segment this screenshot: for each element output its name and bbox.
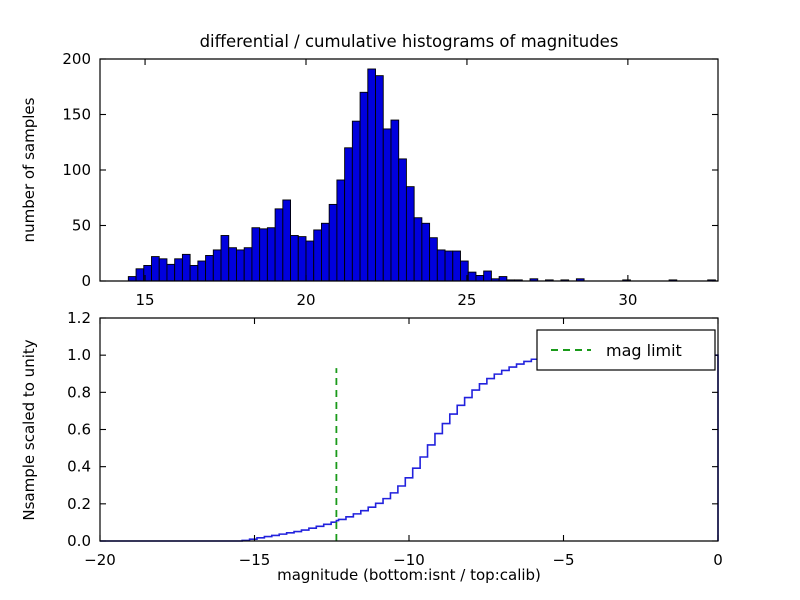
histogram-bar (136, 269, 144, 281)
histogram-bar (275, 209, 283, 281)
histogram-bar (337, 180, 345, 281)
histogram-bar (422, 223, 430, 281)
histogram-bar (383, 129, 391, 281)
legend[interactable]: mag limit (537, 330, 715, 370)
histogram-bar (476, 275, 484, 281)
histogram-bar (298, 237, 306, 281)
matplotlib-figure: differential / cumulative histograms of … (0, 0, 800, 600)
bottom-x-axis-label: magnitude (bottom:isnt / top:calib) (277, 566, 541, 584)
histogram-bar (437, 250, 445, 281)
histogram-bar (399, 159, 407, 281)
histogram-bar (468, 272, 476, 281)
x-tick-label: 20 (296, 291, 315, 309)
histogram-bar (376, 76, 384, 281)
histogram-bar (406, 187, 414, 281)
histogram-bar (414, 218, 422, 281)
y-tick-label: 1.2 (67, 309, 91, 327)
histogram-bar (221, 235, 229, 281)
histogram-bar (314, 230, 322, 281)
y-tick-label: 200 (62, 50, 91, 68)
x-tick-label: −15 (239, 551, 271, 569)
histogram-bar (453, 251, 461, 281)
y-tick-label: 0.2 (67, 495, 91, 513)
x-tick-label: −5 (552, 551, 574, 569)
y-tick-label: 150 (62, 106, 91, 124)
y-tick-label: 0.8 (67, 383, 91, 401)
top-y-axis-label: number of samples (20, 97, 38, 242)
histogram-bar (329, 204, 337, 281)
histogram-bar (321, 223, 329, 281)
histogram-bar (229, 248, 237, 281)
figure-title: differential / cumulative histograms of … (200, 32, 619, 51)
y-tick-label: 50 (72, 217, 91, 235)
histogram-bars (128, 69, 715, 281)
histogram-bar (499, 277, 507, 281)
cumulative-curve-group (100, 355, 718, 541)
histogram-bar (182, 254, 190, 281)
histogram-bar (445, 251, 453, 281)
legend-label-mag-limit: mag limit (606, 341, 682, 360)
histogram-bar (260, 229, 268, 281)
histogram-bar (352, 121, 360, 281)
bottom-panel: −20−15−10−50 0.00.20.40.60.81.01.2 Nsamp… (20, 309, 723, 584)
histogram-bar (345, 148, 353, 281)
histogram-bar (252, 228, 260, 281)
figure-canvas: differential / cumulative histograms of … (0, 0, 800, 600)
histogram-bar (206, 255, 214, 281)
x-tick-label: 30 (618, 291, 637, 309)
y-tick-label: 0.0 (67, 532, 91, 550)
histogram-bar (244, 248, 252, 281)
histogram-bar (236, 250, 244, 281)
x-tick-label: 25 (457, 291, 476, 309)
histogram-bar (152, 257, 160, 281)
histogram-bar (267, 228, 275, 281)
histogram-bar (306, 241, 314, 281)
histogram-bar (198, 261, 206, 281)
histogram-bar (368, 69, 376, 281)
histogram-bar (430, 238, 438, 281)
histogram-bar (360, 92, 368, 281)
bottom-y-axis-label: Nsample scaled to unity (20, 339, 38, 520)
x-tick-label: 15 (136, 291, 155, 309)
histogram-bar (484, 271, 492, 281)
y-tick-label: 1.0 (67, 346, 91, 364)
histogram-bar (283, 200, 291, 281)
histogram-bar (190, 265, 198, 281)
histogram-bar (159, 259, 167, 281)
histogram-bar (291, 235, 299, 281)
histogram-bar (167, 264, 175, 281)
y-tick-label: 0 (81, 272, 91, 290)
y-tick-label: 100 (62, 161, 91, 179)
histogram-bar (128, 277, 136, 281)
cumulative-curve (100, 355, 718, 541)
y-tick-label: 0.6 (67, 421, 91, 439)
top-panel: differential / cumulative histograms of … (20, 32, 718, 309)
y-tick-label: 0.4 (67, 458, 91, 476)
x-tick-label: −20 (84, 551, 116, 569)
x-tick-label: 0 (713, 551, 723, 569)
histogram-bar (175, 259, 183, 281)
histogram-bar (391, 120, 399, 281)
histogram-bar (213, 250, 221, 281)
